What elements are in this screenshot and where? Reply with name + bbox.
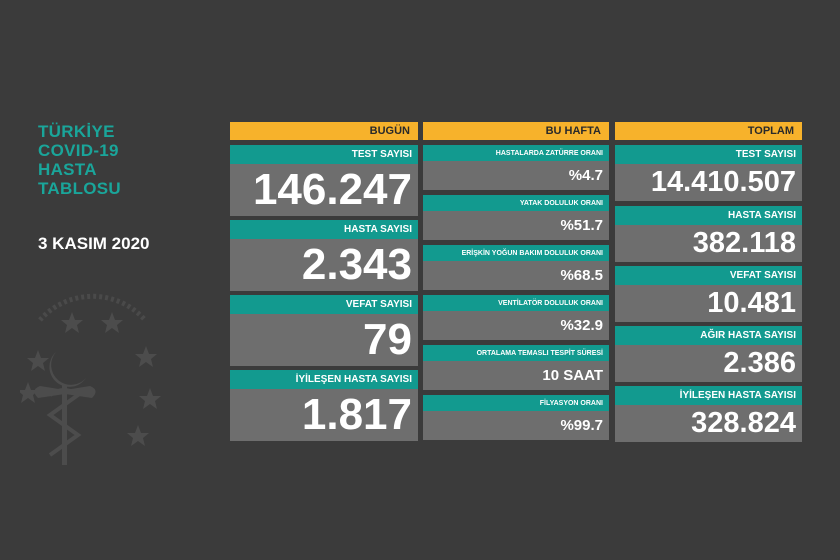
today-patients-card: HASTA SAYISI 2.343 — [230, 220, 418, 291]
card-label: VEFAT SAYISI — [615, 266, 802, 285]
total-severe-card: AĞIR HASTA SAYISI 2.386 — [615, 326, 802, 382]
week-bed-occupancy-card: YATAK DOLULUK ORANI %51.7 — [423, 195, 609, 240]
card-label: HASTA SAYISI — [230, 220, 418, 239]
card-label: HASTA SAYISI — [615, 206, 802, 225]
today-header: BUGÜN — [230, 122, 418, 140]
card-label: İYİLEŞEN HASTA SAYISI — [615, 386, 802, 405]
card-label: ERİŞKİN YOĞUN BAKIM DOLULUK ORANI — [423, 245, 609, 261]
total-deaths-card: VEFAT SAYISI 10.481 — [615, 266, 802, 322]
today-test-card: TEST SAYISI 146.247 — [230, 145, 418, 216]
total-column: TOPLAM — [615, 122, 802, 140]
card-label: VENTİLATÖR DOLULUK ORANI — [423, 295, 609, 311]
card-label: İYİLEŞEN HASTA SAYISI — [230, 370, 418, 389]
week-header: BU HAFTA — [423, 122, 609, 140]
week-column: BU HAFTA — [423, 122, 609, 140]
week-icu-occupancy-card: ERİŞKİN YOĞUN BAKIM DOLULUK ORANI %68.5 — [423, 245, 609, 290]
card-label: HASTALARDA ZATÜRRE ORANI — [423, 145, 609, 161]
week-pneumonia-card: HASTALARDA ZATÜRRE ORANI %4.7 — [423, 145, 609, 190]
card-value: 79 — [230, 314, 418, 366]
card-label: FİLYASYON ORANI — [423, 395, 609, 411]
card-value: 2.343 — [230, 239, 418, 291]
card-value: %99.7 — [423, 411, 609, 440]
card-label: AĞIR HASTA SAYISI — [615, 326, 802, 345]
card-value: 1.817 — [230, 389, 418, 441]
title-line: HASTA — [38, 160, 97, 179]
total-test-card: TEST SAYISI 14.410.507 — [615, 145, 802, 201]
title-line: TÜRKİYE — [38, 122, 115, 141]
card-label: TEST SAYISI — [615, 145, 802, 164]
title-line: TABLOSU — [38, 179, 121, 198]
card-value: 2.386 — [615, 345, 802, 382]
card-value: 328.824 — [615, 405, 802, 442]
today-deaths-card: VEFAT SAYISI 79 — [230, 295, 418, 366]
week-ventilator-card: VENTİLATÖR DOLULUK ORANI %32.9 — [423, 295, 609, 340]
card-value: %51.7 — [423, 211, 609, 240]
week-filiation-card: FİLYASYON ORANI %99.7 — [423, 395, 609, 440]
week-contact-time-card: ORTALAMA TEMASLI TESPİT SÜRESİ 10 SAAT — [423, 345, 609, 390]
today-column: BUGÜN — [230, 122, 418, 140]
card-label: TEST SAYISI — [230, 145, 418, 164]
card-value: %68.5 — [423, 261, 609, 290]
page-title: TÜRKİYE COVID-19 HASTA TABLOSU — [38, 122, 121, 198]
card-label: YATAK DOLULUK ORANI — [423, 195, 609, 211]
total-recovered-card: İYİLEŞEN HASTA SAYISI 328.824 — [615, 386, 802, 442]
today-recovered-card: İYİLEŞEN HASTA SAYISI 1.817 — [230, 370, 418, 441]
total-header: TOPLAM — [615, 122, 802, 140]
card-value: %4.7 — [423, 161, 609, 190]
card-label: VEFAT SAYISI — [230, 295, 418, 314]
card-value: 14.410.507 — [615, 164, 802, 201]
card-label: ORTALAMA TEMASLI TESPİT SÜRESİ — [423, 345, 609, 361]
total-patients-card: HASTA SAYISI 382.118 — [615, 206, 802, 262]
card-value: 10.481 — [615, 285, 802, 322]
report-date: 3 KASIM 2020 — [38, 234, 150, 253]
card-value: 146.247 — [230, 164, 418, 216]
card-value: 10 SAAT — [423, 361, 609, 390]
ministry-emblem-icon — [20, 293, 161, 465]
card-value: %32.9 — [423, 311, 609, 340]
card-value: 382.118 — [615, 225, 802, 262]
title-line: COVID-19 — [38, 141, 119, 160]
